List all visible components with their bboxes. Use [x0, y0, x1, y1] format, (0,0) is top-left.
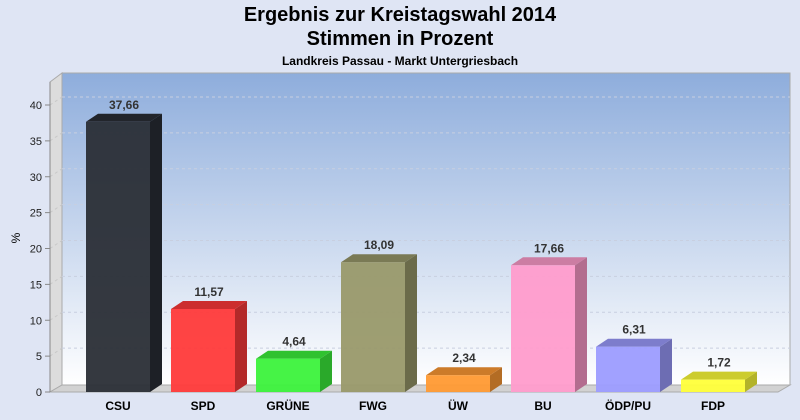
data-label: 37,66 [109, 98, 139, 112]
y-tick-label: 20 [30, 244, 42, 256]
bar-side [320, 350, 332, 392]
bar-side [405, 254, 417, 392]
x-tick-label: GRÜNE [266, 398, 309, 413]
bar-top [256, 350, 332, 359]
y-tick-label: 5 [36, 351, 42, 363]
bar-front [511, 265, 575, 392]
y-tick-label: 35 [30, 136, 42, 148]
chart-title: Ergebnis zur Kreistagswahl 2014 [243, 4, 557, 26]
gridline [49, 240, 63, 249]
bar-top [596, 338, 672, 347]
bar-top [86, 113, 162, 122]
y-tick-label: 0 [36, 387, 42, 399]
bar-front [86, 121, 150, 393]
gridline [49, 168, 63, 178]
bar-side [490, 367, 502, 392]
data-label: 11,57 [194, 285, 224, 299]
bar-csu: 37,66 CSU [86, 98, 162, 413]
x-tick-label: CSU [105, 399, 130, 413]
bar-top [171, 300, 247, 309]
data-label: 18,09 [364, 238, 394, 252]
gridline [49, 204, 63, 214]
gridline [49, 132, 63, 142]
bar-top [681, 371, 757, 380]
bar-üw: 2,34 ÜW [426, 351, 502, 413]
bar-front [596, 346, 660, 392]
bar-side [150, 113, 162, 393]
x-tick-label: SPD [191, 399, 216, 413]
gridline [49, 275, 63, 285]
x-tick-label: FDP [701, 399, 725, 413]
bar-fwg: 18,09 FWG [341, 238, 417, 413]
bar-front [341, 262, 405, 392]
gridline [49, 347, 63, 357]
bar-top [341, 254, 417, 263]
gridline [49, 311, 63, 321]
bar-top [511, 257, 587, 266]
bar-spd: 11,57 SPD [171, 285, 247, 413]
data-label: 4,64 [282, 335, 306, 349]
data-label: 1,72 [707, 356, 731, 370]
y-tick-label: 40 [30, 100, 42, 112]
x-tick-label: FWG [359, 399, 387, 413]
chart-subtitle: Stimmen in Prozent [306, 28, 494, 50]
bar-side [575, 257, 587, 392]
y-axis-label: % [9, 232, 23, 243]
bar-front [681, 379, 745, 392]
x-tick-label: ÖDP/PU [605, 398, 651, 413]
bar-fdp: 1,72 FDP [681, 356, 757, 413]
bar-top [426, 367, 502, 376]
y-tick-label: 30 [30, 172, 42, 184]
y-tick-label: 15 [30, 279, 42, 291]
chart-region: Landkreis Passau - Markt Untergriesbach [281, 54, 519, 68]
y-tick-label: 10 [30, 315, 42, 327]
x-tick-label: BU [534, 399, 551, 413]
bar-side [745, 371, 757, 392]
gridline [49, 96, 63, 106]
bar-side [235, 300, 247, 392]
bar-front [426, 375, 490, 392]
bar-side [660, 338, 672, 392]
bar-grüne: 4,64 GRÜNE [256, 335, 332, 413]
left-wall [49, 72, 63, 393]
data-label: 2,34 [452, 351, 476, 365]
y-tick-label: 25 [30, 208, 42, 220]
x-tick-label: ÜW [448, 398, 469, 413]
bar-ödp/pu: 6,31 ÖDP/PU [596, 323, 672, 413]
bar-front [171, 308, 235, 392]
data-label: 6,31 [622, 323, 646, 337]
bar-front [256, 358, 320, 392]
floor [48, 384, 792, 393]
data-label: 17,66 [534, 241, 564, 255]
bar-bu: 17,66 BU [511, 241, 587, 413]
